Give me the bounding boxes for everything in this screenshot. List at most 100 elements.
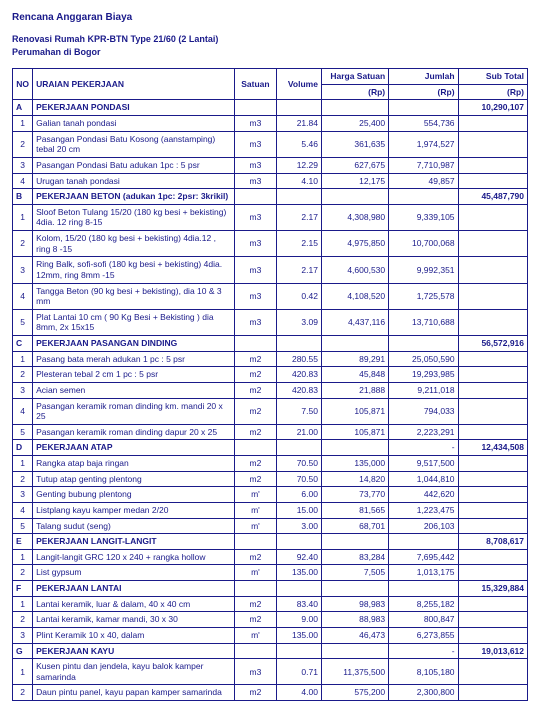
cell-desc: Lantai keramik, luar & dalam, 40 x 40 cm [33, 596, 235, 612]
cell-satuan: m2 [234, 549, 277, 565]
cell-volume: 7.50 [277, 398, 322, 424]
table-body: APEKERJAAN PONDASI10,290,1071Galian tana… [13, 100, 528, 701]
cell-satuan: m2 [234, 367, 277, 383]
cell-satuan: m3 [234, 173, 277, 189]
section-blank [234, 189, 277, 205]
cell-sub-blank [458, 257, 527, 283]
cell-harga: 89,291 [321, 351, 388, 367]
cell-no: 1 [13, 456, 33, 472]
cell-sub-blank [458, 157, 527, 173]
cell-jumlah: 19,293,985 [389, 367, 458, 383]
section-row: EPEKERJAAN LANGIT-LANGIT8,708,617 [13, 534, 528, 550]
cell-jumlah: 9,339,105 [389, 204, 458, 230]
table-row: 4Pasangan keramik roman dinding km. mand… [13, 398, 528, 424]
cell-no: 2 [13, 367, 33, 383]
section-blank [234, 336, 277, 352]
cell-satuan: m' [234, 627, 277, 643]
cell-harga: 45,848 [321, 367, 388, 383]
cell-no: 4 [13, 283, 33, 309]
cell-sub-blank [458, 309, 527, 335]
cell-sub-blank [458, 382, 527, 398]
cell-desc: Plint Keramik 10 x 40, dalam [33, 627, 235, 643]
section-title: PEKERJAAN PASANGAN DINDING [33, 336, 235, 352]
cell-harga: 4,308,980 [321, 204, 388, 230]
cell-harga: 68,701 [321, 518, 388, 534]
cell-volume: 2.17 [277, 257, 322, 283]
section-blank [321, 534, 388, 550]
cell-harga: 88,983 [321, 612, 388, 628]
th-sub: Sub Total [458, 69, 527, 85]
cell-volume: 3.09 [277, 309, 322, 335]
cell-no: 3 [13, 487, 33, 503]
cell-harga: 25,400 [321, 116, 388, 132]
section-title: PEKERJAAN KAYU [33, 643, 235, 659]
section-blank [277, 189, 322, 205]
cell-volume: 83.40 [277, 596, 322, 612]
cell-satuan: m2 [234, 456, 277, 472]
cell-volume: 2.15 [277, 231, 322, 257]
cell-no: 2 [13, 231, 33, 257]
cell-no: 1 [13, 351, 33, 367]
cell-harga: 46,473 [321, 627, 388, 643]
table-row: 1Pasang bata merah adukan 1 pc : 5 psrm2… [13, 351, 528, 367]
cell-satuan: m3 [234, 309, 277, 335]
section-dash [389, 336, 458, 352]
section-blank [277, 440, 322, 456]
cell-volume: 0.42 [277, 283, 322, 309]
section-row: BPEKERJAAN BETON (adukan 1pc: 2psr: 3kri… [13, 189, 528, 205]
cell-sub-blank [458, 627, 527, 643]
section-blank [234, 100, 277, 116]
cell-harga: 73,770 [321, 487, 388, 503]
cell-jumlah: 7,710,987 [389, 157, 458, 173]
cell-sub-blank [458, 518, 527, 534]
cell-satuan: m3 [234, 116, 277, 132]
cell-volume: 3.00 [277, 518, 322, 534]
section-title: PEKERJAAN BETON (adukan 1pc: 2psr: 3krik… [33, 189, 235, 205]
cell-volume: 70.50 [277, 471, 322, 487]
cell-no: 4 [13, 173, 33, 189]
cell-jumlah: 1,013,175 [389, 565, 458, 581]
cell-jumlah: 8,105,180 [389, 659, 458, 685]
cell-volume: 21.84 [277, 116, 322, 132]
section-blank [321, 643, 388, 659]
cell-sub-blank [458, 398, 527, 424]
cell-sub-blank [458, 456, 527, 472]
cell-satuan: m2 [234, 471, 277, 487]
cell-jumlah: 6,273,855 [389, 627, 458, 643]
section-row: DPEKERJAAN ATAP-12,434,508 [13, 440, 528, 456]
cell-harga: 83,284 [321, 549, 388, 565]
section-row: FPEKERJAAN LANTAI15,329,884 [13, 581, 528, 597]
section-title: PEKERJAAN ATAP [33, 440, 235, 456]
cell-desc: Genting bubung plentong [33, 487, 235, 503]
section-subtotal: 12,434,508 [458, 440, 527, 456]
cell-volume: 2.17 [277, 204, 322, 230]
cell-jumlah: 554,736 [389, 116, 458, 132]
cell-no: 1 [13, 596, 33, 612]
table-row: 4Tangga Beton (90 kg besi + bekisting), … [13, 283, 528, 309]
cell-harga: 135,000 [321, 456, 388, 472]
cell-jumlah: 1,044,810 [389, 471, 458, 487]
cell-sub-blank [458, 283, 527, 309]
cell-volume: 135.00 [277, 627, 322, 643]
cell-desc: Tangga Beton (90 kg besi + bekisting), d… [33, 283, 235, 309]
table-row: 1Lantai keramik, luar & dalam, 40 x 40 c… [13, 596, 528, 612]
cell-sub-blank [458, 565, 527, 581]
cell-harga: 4,108,520 [321, 283, 388, 309]
section-dash [389, 534, 458, 550]
cell-desc: Daun pintu panel, kayu papan kamper sama… [33, 685, 235, 701]
cell-desc: Langit-langit GRC 120 x 240 + rangka hol… [33, 549, 235, 565]
section-blank [234, 534, 277, 550]
cell-jumlah: 9,992,351 [389, 257, 458, 283]
section-dash [389, 581, 458, 597]
cell-volume: 420.83 [277, 382, 322, 398]
cell-no: 4 [13, 398, 33, 424]
section-blank [277, 581, 322, 597]
section-dash [389, 100, 458, 116]
cell-harga: 14,820 [321, 471, 388, 487]
unit-harga: (Rp) [321, 84, 388, 100]
cell-sub-blank [458, 685, 527, 701]
cell-desc: Kusen pintu dan jendela, kayu balok kamp… [33, 659, 235, 685]
th-no: NO [13, 69, 33, 100]
cell-jumlah: 7,695,442 [389, 549, 458, 565]
cell-desc: Pasangan keramik roman dinding km. mandi… [33, 398, 235, 424]
